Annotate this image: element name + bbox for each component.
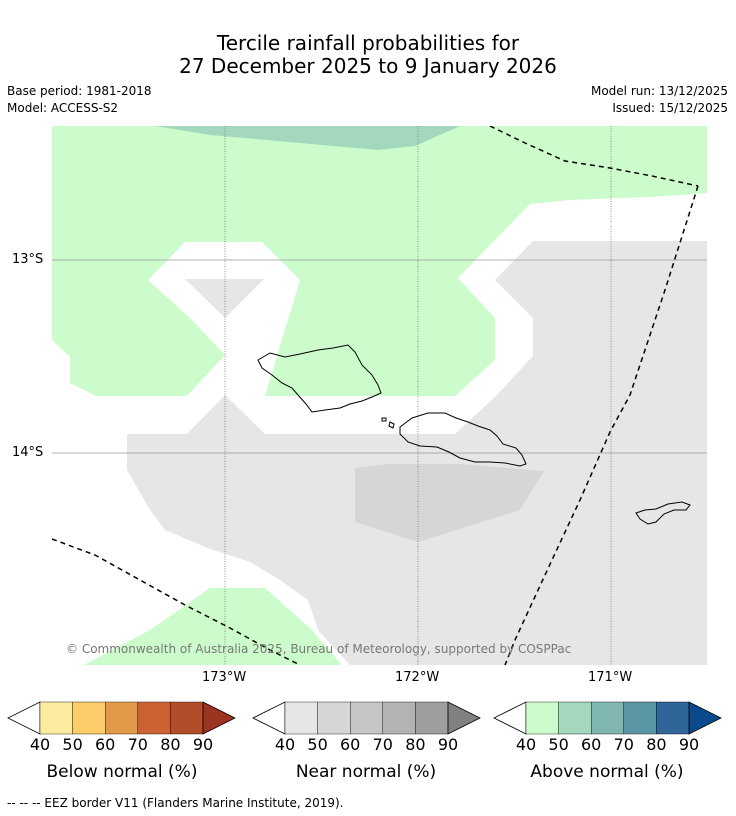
lon-label-173w: 173°W: [202, 670, 247, 685]
copyright-text: © Commonwealth of Australia 2025, Bureau…: [66, 642, 571, 656]
near-colorbar-segment: [350, 701, 384, 735]
below-colorbar-max-arrow: [202, 701, 236, 735]
above-colorbar-max-arrow: [688, 701, 722, 735]
near-colorbar-segment: [382, 701, 416, 735]
upolu-island: [399, 412, 527, 467]
below-colorbar-segment: [72, 701, 106, 735]
near-colorbar-tick: 80: [405, 735, 426, 754]
above-colorbar-min-arrow: [493, 701, 527, 735]
lon-label-171w: 171°W: [588, 670, 633, 685]
above-colorbar-tick: 70: [613, 735, 634, 754]
near-normal-50-area: [355, 464, 544, 542]
below-colorbar-segment: [104, 701, 138, 735]
above-colorbar-tick: 90: [678, 735, 700, 754]
near-colorbar-tick: 90: [437, 735, 459, 754]
near-colorbar-segment: [317, 701, 351, 735]
model-run: Model run: 13/12/2025: [590, 84, 728, 98]
latitude-gridlines: [52, 259, 707, 454]
above-colorbar-tick: 80: [646, 735, 667, 754]
above-colorbar-segment: [558, 701, 592, 735]
below-colorbar-tick: 60: [95, 735, 116, 754]
apolima-islet: [381, 417, 387, 422]
colorbars: [7, 701, 722, 735]
below-colorbar-tick: 80: [160, 735, 181, 754]
eez-footnote: -- -- -- EEZ border V11 (Flanders Marine…: [7, 796, 344, 810]
near-colorbar-min-arrow: [252, 701, 286, 735]
above-colorbar-segment: [525, 701, 559, 735]
below-colorbar-tick: 40: [29, 735, 51, 754]
below-colorbar-tick: 50: [62, 735, 83, 754]
eez-border-east: [504, 185, 699, 665]
model-name: Model: ACCESS-S2: [7, 101, 119, 115]
above-normal-region: [52, 126, 707, 396]
near-colorbar-tick: 40: [274, 735, 296, 754]
near-colorbar-tick: 70: [372, 735, 393, 754]
lon-label-172w: 172°W: [395, 670, 440, 685]
above-colorbar-tick: 60: [581, 735, 602, 754]
above-colorbar-tick: 50: [548, 735, 569, 754]
below-colorbar-tick: 70: [127, 735, 148, 754]
near-colorbar-max-arrow: [447, 701, 481, 735]
below-colorbar-segment: [170, 701, 204, 735]
eez-border-southwest: [52, 538, 301, 665]
above-colorbar-segment: [623, 701, 657, 735]
rainfall-map: © Commonwealth of Australia 2025, Bureau…: [52, 126, 707, 665]
above-colorbar-tick: 40: [515, 735, 537, 754]
near-colorbar-tick: 60: [340, 735, 361, 754]
issued-date: Issued: 15/12/2025: [612, 101, 728, 115]
base-period: Base period: 1981-2018: [7, 84, 152, 98]
lat-label-13s: 13°S: [12, 252, 44, 267]
below-normal-label: Below normal (%): [46, 762, 198, 782]
below-colorbar-segment: [39, 701, 73, 735]
above-normal-50-band: [155, 126, 460, 150]
above-colorbar-segment: [591, 701, 625, 735]
above-normal-label: Above normal (%): [530, 762, 684, 782]
manono-islet: [388, 421, 395, 429]
lat-label-14s: 14°S: [12, 445, 44, 460]
title-line-2: 27 December 2025 to 9 January 2026: [179, 54, 557, 78]
below-colorbar-segment: [137, 701, 171, 735]
title-line-1: Tercile rainfall probabilities for: [216, 31, 520, 55]
near-normal-triangle: [185, 279, 264, 318]
near-colorbar-segment: [415, 701, 449, 735]
near-colorbar-tick: 50: [307, 735, 328, 754]
tutuila-island: [635, 501, 691, 525]
below-colorbar-min-arrow: [7, 701, 41, 735]
savaii-island: [257, 344, 382, 413]
above-normal-south-region: [84, 588, 342, 665]
above-colorbar-segment: [656, 701, 690, 735]
below-colorbar-tick: 90: [192, 735, 214, 754]
near-colorbar-segment: [284, 701, 318, 735]
near-normal-label: Near normal (%): [295, 762, 437, 782]
